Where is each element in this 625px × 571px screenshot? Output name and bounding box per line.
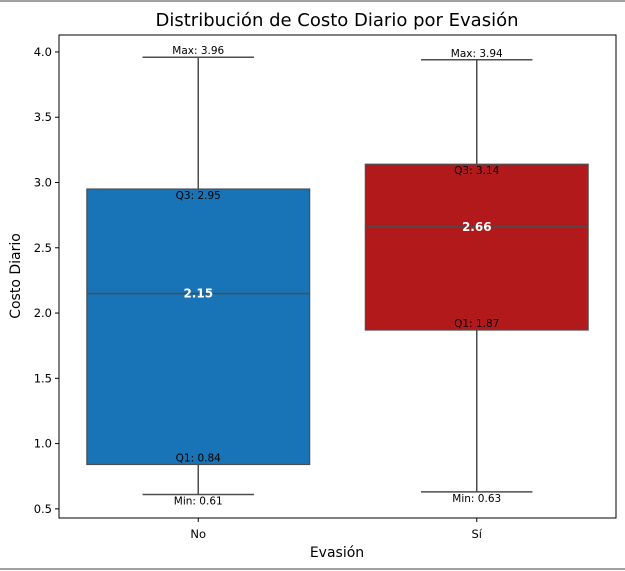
max-label: Max: 3.96: [172, 45, 224, 57]
iqr-box: [86, 188, 311, 466]
x-axis: No Sí: [190, 518, 483, 541]
y-tick-label: 4.0: [34, 45, 52, 59]
chart-title: Distribución de Costo Diario por Evasión: [156, 10, 519, 31]
median-label: 2.66: [462, 220, 492, 234]
y-tick-label: 0.5: [34, 502, 52, 516]
q1-label: Q1: 1.87: [454, 318, 499, 330]
box-1: Max: 3.96 Q3: 2.95 2.15 Q1: 0.84 Min: 0.61: [86, 45, 311, 508]
y-tick-label: 1.5: [34, 371, 52, 385]
q3-label: Q3: 3.14: [454, 165, 500, 177]
q1-label: Q1: 0.84: [176, 452, 222, 464]
plot-area: [58, 34, 617, 519]
y-tick-label: 3.5: [34, 110, 52, 124]
x-axis-label: Evasión: [310, 545, 364, 561]
y-tick-label: 2.0: [34, 306, 52, 320]
x-tick-label: No: [190, 527, 206, 541]
y-tick-label: 2.5: [34, 241, 52, 255]
x-tick-label: Sí: [472, 527, 483, 541]
median-label: 2.15: [183, 286, 213, 300]
q3-label: Q3: 2.95: [176, 190, 221, 202]
y-axis-label: Costo Diario: [8, 233, 24, 319]
max-label: Max: 3.94: [451, 48, 503, 60]
iqr-box: [364, 163, 589, 331]
box-2: Max: 3.94 Q3: 3.14 2.66 Q1: 1.87 Min: 0.63: [364, 48, 589, 505]
y-tick-label: 3.0: [34, 176, 52, 190]
min-label: Min: 0.61: [174, 496, 223, 508]
y-tick-label: 1.0: [34, 437, 52, 451]
min-label: Min: 0.63: [452, 493, 501, 505]
y-axis: 0.5 1.0 1.5 2.0 2.5 3.0 3.5 4.0: [34, 45, 59, 516]
